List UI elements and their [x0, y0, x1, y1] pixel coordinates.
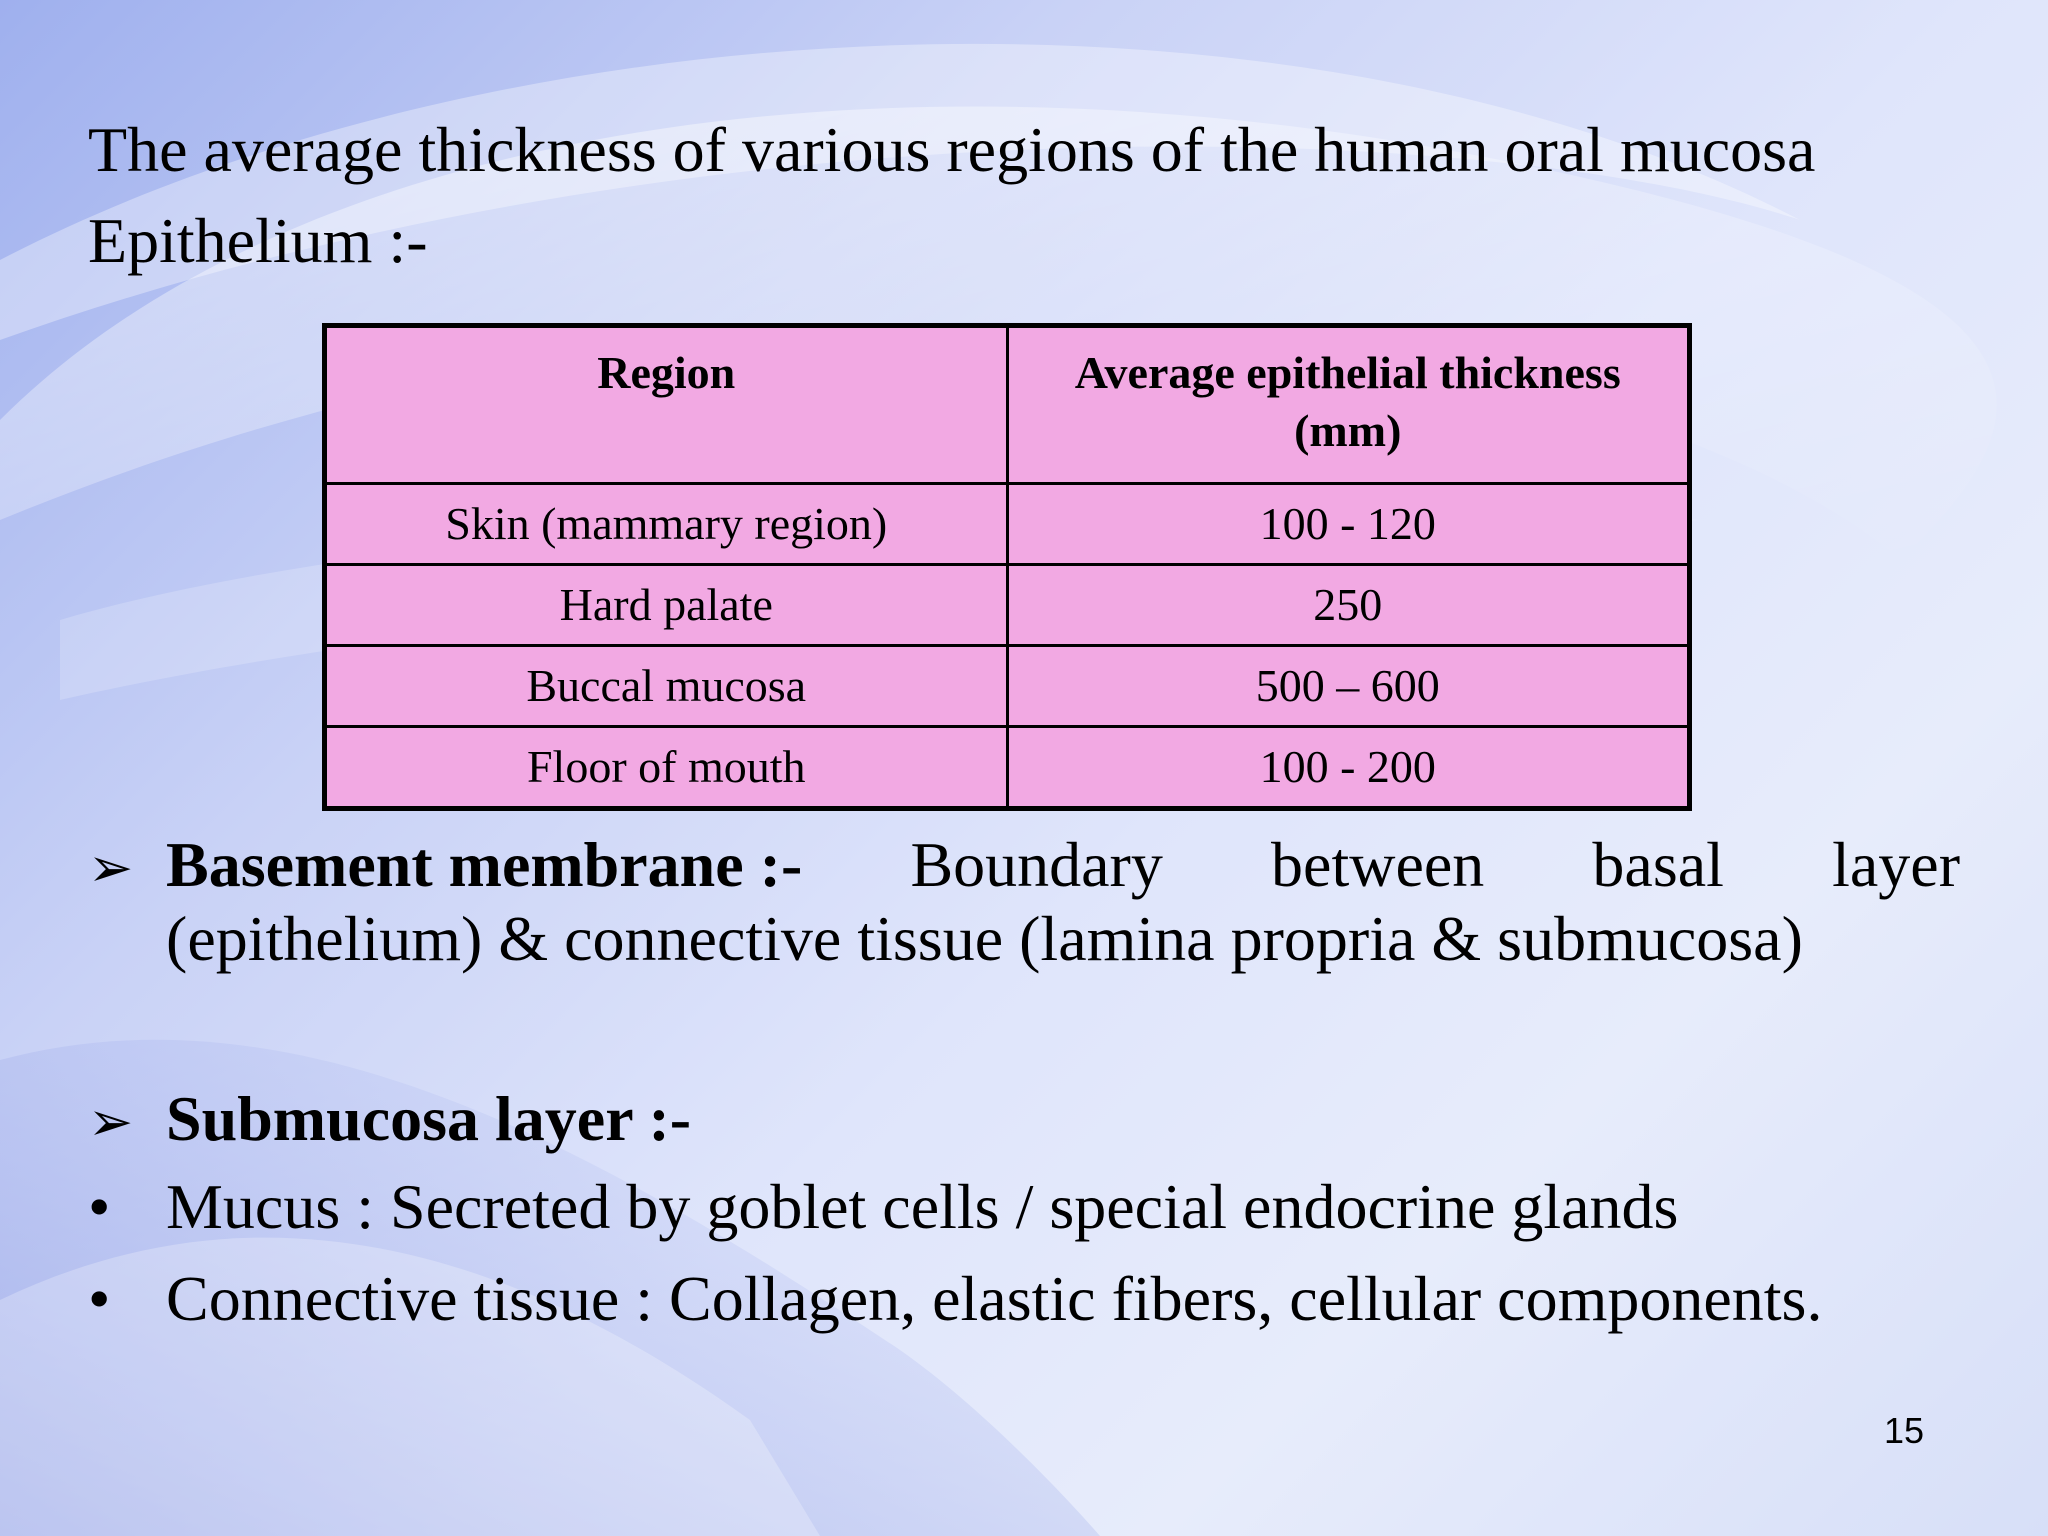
basement-word: basal [1592, 829, 1724, 900]
cell-region: Skin (mammary region) [323, 482, 1009, 566]
column-header-thickness: Average epithelial thickness (mm) [1005, 324, 1691, 485]
list-item-mucus: • Mucus : Secreted by goblet cells / spec… [88, 1170, 1678, 1244]
bullet-submucosa-layer: ➢ Submucosa layer :- [88, 1082, 691, 1156]
basement-term-group: ➢ Basement membrane :- [88, 828, 802, 902]
slide-number: 15 [1883, 1410, 1924, 1451]
table-row: Floor of mouth 100 - 200 [323, 725, 1691, 810]
cell-thickness: 500 – 600 [1005, 644, 1691, 728]
basement-word: between [1271, 829, 1485, 900]
cell-region: Buccal mucosa [323, 644, 1009, 728]
basement-term: Basement membrane :- [166, 829, 803, 900]
basement-word: Boundary [910, 829, 1163, 900]
basement-word: layer [1832, 829, 1960, 900]
slide-subtitle-epithelium: Epithelium :- [88, 205, 428, 276]
cell-region: Hard palate [323, 563, 1009, 647]
table-row: Skin (mammary region) 100 - 120 [323, 482, 1691, 566]
list-item-text: Connective tissue : Collagen, elastic fi… [166, 1263, 1823, 1334]
cell-thickness: 250 [1005, 563, 1691, 647]
list-item-connective-tissue: • Connective tissue : Collagen, elastic f… [88, 1262, 1822, 1336]
list-item-text: Mucus : Secreted by goblet cells / speci… [166, 1171, 1679, 1242]
submucosa-term: Submucosa layer :- [166, 1083, 692, 1154]
arrow-bullet-icon: ➢ [88, 1090, 134, 1153]
slide-title-line1: The average thickness of various regions… [88, 114, 1816, 185]
dot-bullet-icon: • [88, 1263, 111, 1334]
cell-region: Floor of mouth [323, 725, 1009, 810]
bullet-basement-membrane: ➢ Basement membrane :- Boundary between b… [88, 828, 1960, 976]
basement-row1: ➢ Basement membrane :- Boundary between b… [88, 828, 1960, 902]
arrow-bullet-icon: ➢ [88, 836, 134, 899]
dot-bullet-icon: • [88, 1171, 111, 1242]
table-row: Hard palate 250 [323, 563, 1691, 647]
basement-row2: (epithelium) & connective tissue (lamina… [166, 903, 1803, 975]
column-header-region: Region [323, 324, 1009, 485]
cell-thickness: 100 - 120 [1005, 482, 1691, 566]
cell-thickness: 100 - 200 [1005, 725, 1691, 810]
thickness-table: Region Average epithelial thickness (mm)… [322, 323, 1692, 811]
table-header-row: Region Average epithelial thickness (mm) [323, 324, 1691, 485]
table-row: Buccal mucosa 500 – 600 [323, 644, 1691, 728]
